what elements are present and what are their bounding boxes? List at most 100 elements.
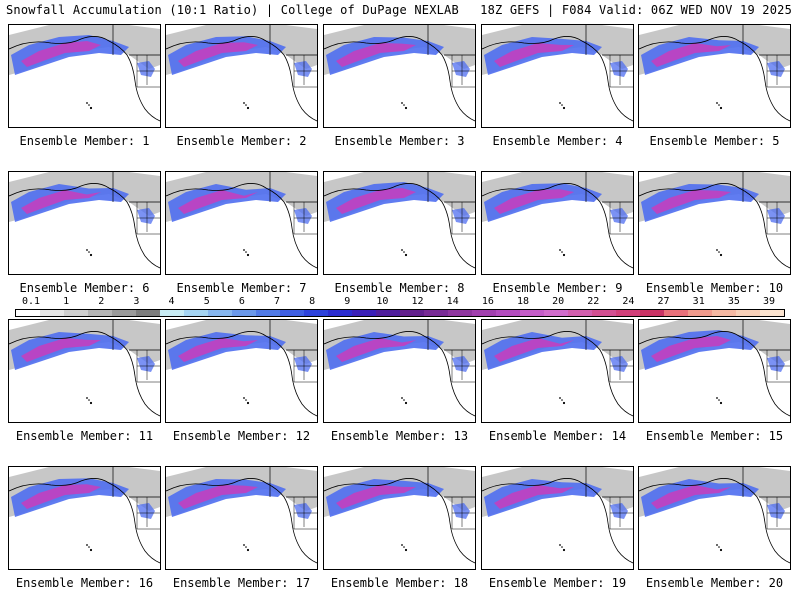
snow-interior-west: [294, 208, 312, 224]
colorbar-tick-label: 10: [376, 296, 389, 307]
snow-interior-west: [610, 503, 628, 519]
hawaii-island: [89, 548, 93, 552]
snow-interior-west: [610, 208, 628, 224]
snow-interior-west: [452, 61, 470, 77]
state-borders: [293, 497, 317, 530]
coastline: [166, 331, 317, 417]
hawaii-island: [718, 104, 720, 106]
colorbar-tick-label: 18: [516, 296, 530, 307]
hawaii-island: [88, 546, 90, 548]
snow-moderate-band: [641, 37, 759, 75]
hawaii-island: [562, 401, 566, 405]
hawaii-island: [246, 548, 250, 552]
state-borders: [136, 350, 160, 383]
snow-moderate-band: [641, 184, 759, 222]
colorbar-swatch: [544, 310, 568, 316]
hawaii-island: [86, 397, 88, 399]
hawaii-island: [719, 253, 723, 257]
hawaii-island: [246, 401, 250, 405]
colorbar-swatch: [640, 310, 664, 316]
hawaii-island: [561, 546, 563, 548]
snow-moderate-band: [168, 184, 286, 222]
snow-moderate-band: [326, 479, 444, 517]
snow-heavy-core: [178, 42, 258, 67]
canada-us-border: [585, 172, 633, 203]
hawaii-island: [403, 251, 405, 253]
coastline: [324, 183, 475, 269]
snow-heavy-core: [494, 485, 574, 509]
ensemble-member-label: Ensemble Member: 16: [15, 576, 154, 590]
hawaii-island: [401, 249, 403, 251]
snow-heavy-core: [651, 336, 731, 362]
colorbar-swatch: [112, 310, 136, 316]
colorbar-tick-label: 24: [622, 296, 635, 307]
hawaii-island: [404, 401, 408, 405]
hawaii-island: [559, 397, 561, 399]
snow-moderate-band: [484, 332, 602, 370]
hawaii-island: [559, 544, 561, 546]
hawaii-island: [404, 548, 408, 552]
canada-us-border: [112, 467, 160, 498]
snowfall-colorbar: [15, 309, 785, 317]
hawaii-island: [243, 544, 245, 546]
ensemble-member-label: Ensemble Member: 7: [176, 281, 307, 295]
ensemble-member-map: [323, 319, 476, 423]
hawaii-island: [716, 544, 718, 546]
ensemble-member-map: [638, 171, 791, 275]
canada-us-border: [742, 467, 790, 498]
state-borders: [293, 55, 317, 88]
canada-us-border: [427, 467, 475, 498]
coastline: [166, 478, 317, 564]
snow-interior-west: [137, 356, 155, 372]
canada-us-border: [427, 320, 475, 351]
hawaii-island: [562, 253, 566, 257]
colorbar-swatch: [472, 310, 496, 316]
snow-moderate-band: [484, 183, 602, 222]
hawaii-island: [403, 399, 405, 401]
ensemble-member-map: [8, 466, 161, 570]
hawaii-island: [716, 249, 718, 251]
snow-moderate-band: [484, 37, 602, 75]
coastline: [324, 36, 475, 122]
snow-heavy-core: [336, 485, 416, 509]
snow-heavy-core: [651, 485, 731, 509]
colorbar-tick-label: 3: [133, 296, 140, 307]
colorbar-swatch: [352, 310, 376, 316]
hawaii-island: [719, 106, 723, 110]
ensemble-member-map: [481, 319, 634, 423]
coastline: [482, 183, 633, 269]
ensemble-member-map: [638, 24, 791, 128]
ensemble-member-map: [481, 466, 634, 570]
colorbar-swatch: [232, 310, 256, 316]
canada-us-border: [742, 320, 790, 351]
canada-us-border: [269, 172, 317, 203]
canada-us-border: [269, 320, 317, 351]
hawaii-island: [562, 548, 566, 552]
canada-us-border: [585, 25, 633, 56]
snow-heavy-core: [21, 484, 101, 509]
hawaii-island: [562, 106, 566, 110]
snow-moderate-band: [11, 184, 129, 222]
hawaii-island: [243, 102, 245, 104]
hawaii-island: [716, 102, 718, 104]
hawaii-island: [245, 546, 247, 548]
colorbar-tick-label: 22: [587, 296, 600, 307]
ensemble-member-label: Ensemble Member: 5: [649, 134, 780, 148]
snow-moderate-band: [168, 479, 286, 517]
colorbar-swatch: [280, 310, 304, 316]
hawaii-island: [88, 104, 90, 106]
snow-interior-west: [452, 503, 470, 519]
hawaii-island: [719, 548, 723, 552]
state-borders: [293, 202, 317, 235]
ensemble-member-label: Ensemble Member: 6: [19, 281, 150, 295]
snow-interior-west: [137, 208, 155, 224]
state-borders: [451, 497, 475, 530]
colorbar-tick-label: 6: [238, 296, 245, 307]
colorbar-swatch: [64, 310, 88, 316]
colorbar-tick-label: 31: [692, 296, 705, 307]
state-borders: [609, 350, 633, 383]
snow-heavy-core: [21, 41, 101, 67]
colorbar-swatch: [664, 310, 688, 316]
colorbar-swatch: [208, 310, 232, 316]
canada-us-border: [427, 172, 475, 203]
